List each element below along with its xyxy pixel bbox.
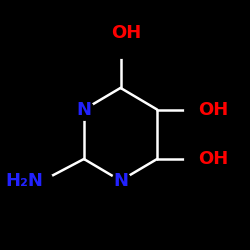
Text: N: N [76, 100, 92, 118]
Text: OH: OH [198, 100, 228, 118]
Text: OH: OH [198, 150, 228, 168]
Text: H₂N: H₂N [5, 172, 43, 190]
Text: OH: OH [112, 24, 142, 42]
Text: N: N [113, 172, 128, 190]
